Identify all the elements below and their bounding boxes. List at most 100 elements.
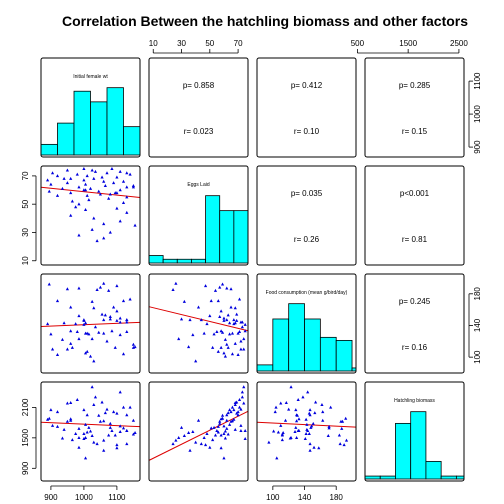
scatter-point (196, 305, 201, 309)
scatter-point (329, 405, 333, 409)
scatter-point (112, 181, 116, 185)
scatter-point (118, 320, 122, 324)
scatter-point (177, 337, 181, 341)
tick-label: 900 (21, 461, 30, 475)
scatter-point (69, 417, 73, 421)
scatter-point (232, 417, 236, 421)
scatter-point (69, 305, 73, 309)
scatter-point (226, 345, 230, 349)
scatter-point (75, 172, 79, 176)
scatter-point (218, 421, 222, 425)
panel-frame (256, 57, 357, 158)
scatter-point (232, 322, 236, 326)
scatter-point (77, 337, 81, 341)
scatter-point (108, 425, 112, 429)
tick-label: 50 (205, 39, 214, 48)
scatter-point (304, 431, 308, 435)
scatter-point (218, 314, 222, 318)
regression-line (148, 410, 249, 461)
scatter-point (243, 437, 247, 441)
scatter-point (213, 433, 218, 437)
scatter-point (303, 437, 307, 441)
scatter-point (225, 286, 229, 290)
scatter-point (174, 438, 178, 442)
histogram-bar (176, 258, 192, 264)
scatter-point (87, 198, 91, 202)
scatter-point (226, 432, 230, 436)
scatter-point (65, 181, 69, 185)
scatter-point (83, 436, 88, 440)
scatter-point (230, 352, 235, 356)
scatter-point (65, 287, 69, 291)
scatter-point (243, 428, 247, 432)
scatter-point (77, 314, 81, 318)
scatter-point (237, 405, 242, 409)
scatter-point (225, 426, 229, 430)
panel-frame (148, 273, 249, 374)
scatter-point (321, 410, 325, 414)
scatter-point (65, 401, 69, 405)
scatter-point (220, 416, 225, 420)
histogram-bar (288, 303, 305, 372)
scatter-point (83, 351, 88, 355)
scatter-point (276, 430, 280, 434)
scatter-point (215, 428, 219, 432)
tick-label: 180 (473, 287, 482, 301)
scatter-point (98, 192, 102, 196)
scatter-point (102, 331, 106, 335)
scatter-point (297, 417, 301, 421)
histogram-bar (148, 255, 164, 264)
tick-label: 140 (473, 318, 482, 332)
scatter-point (60, 436, 65, 440)
scatter-point (125, 320, 129, 324)
scatter-point (118, 219, 122, 223)
scatter-point (237, 330, 242, 334)
r-value-label: r= 0.15 (402, 127, 428, 136)
scatter-point (320, 403, 324, 407)
scatter-point (83, 422, 88, 426)
scatter-point (338, 442, 342, 446)
scatter-point (103, 313, 107, 317)
scatter-point (235, 400, 239, 404)
scatter-point (293, 429, 297, 433)
scatter-point (225, 413, 229, 417)
scatter-point (125, 195, 129, 199)
scatter-point (208, 314, 212, 318)
tick-label: 50 (21, 199, 30, 208)
scatter-point (233, 306, 237, 310)
histogram-bar (162, 258, 178, 264)
scatter-point (46, 178, 50, 182)
scatter-point (223, 337, 227, 341)
scatter-point (297, 428, 301, 432)
scatter-point (242, 385, 246, 389)
scatter-point (188, 318, 192, 322)
scatter-point (90, 227, 94, 231)
tick-label: 140 (298, 493, 312, 502)
tick-label: 70 (234, 39, 243, 48)
r-value-label: r= 0.81 (402, 235, 428, 244)
scatter-point (105, 171, 109, 175)
scatter-point (233, 427, 237, 431)
scatter-point (344, 416, 348, 420)
scatter-point (295, 413, 299, 417)
scatter-point (69, 329, 73, 333)
p-value-label: p= 0.035 (291, 189, 323, 198)
histogram-bar (256, 364, 274, 372)
scatter-point (60, 337, 65, 341)
scatter-point (223, 436, 227, 440)
scatter-point (220, 413, 225, 417)
tick-label: 2500 (450, 39, 468, 48)
scatter-point (191, 333, 195, 337)
scatter-point (82, 408, 86, 412)
scatter-point (107, 196, 111, 200)
scatter-point (274, 405, 278, 409)
tick-label: 70 (21, 171, 30, 180)
scatter-point (49, 182, 53, 186)
scatter-point (307, 431, 311, 435)
scatter-point (90, 385, 94, 389)
tick-label: 100 (266, 493, 280, 502)
scatter-point (222, 316, 226, 320)
panel-frame (148, 165, 249, 266)
scatter-point (131, 342, 135, 346)
tick-label: 1000 (473, 105, 482, 123)
